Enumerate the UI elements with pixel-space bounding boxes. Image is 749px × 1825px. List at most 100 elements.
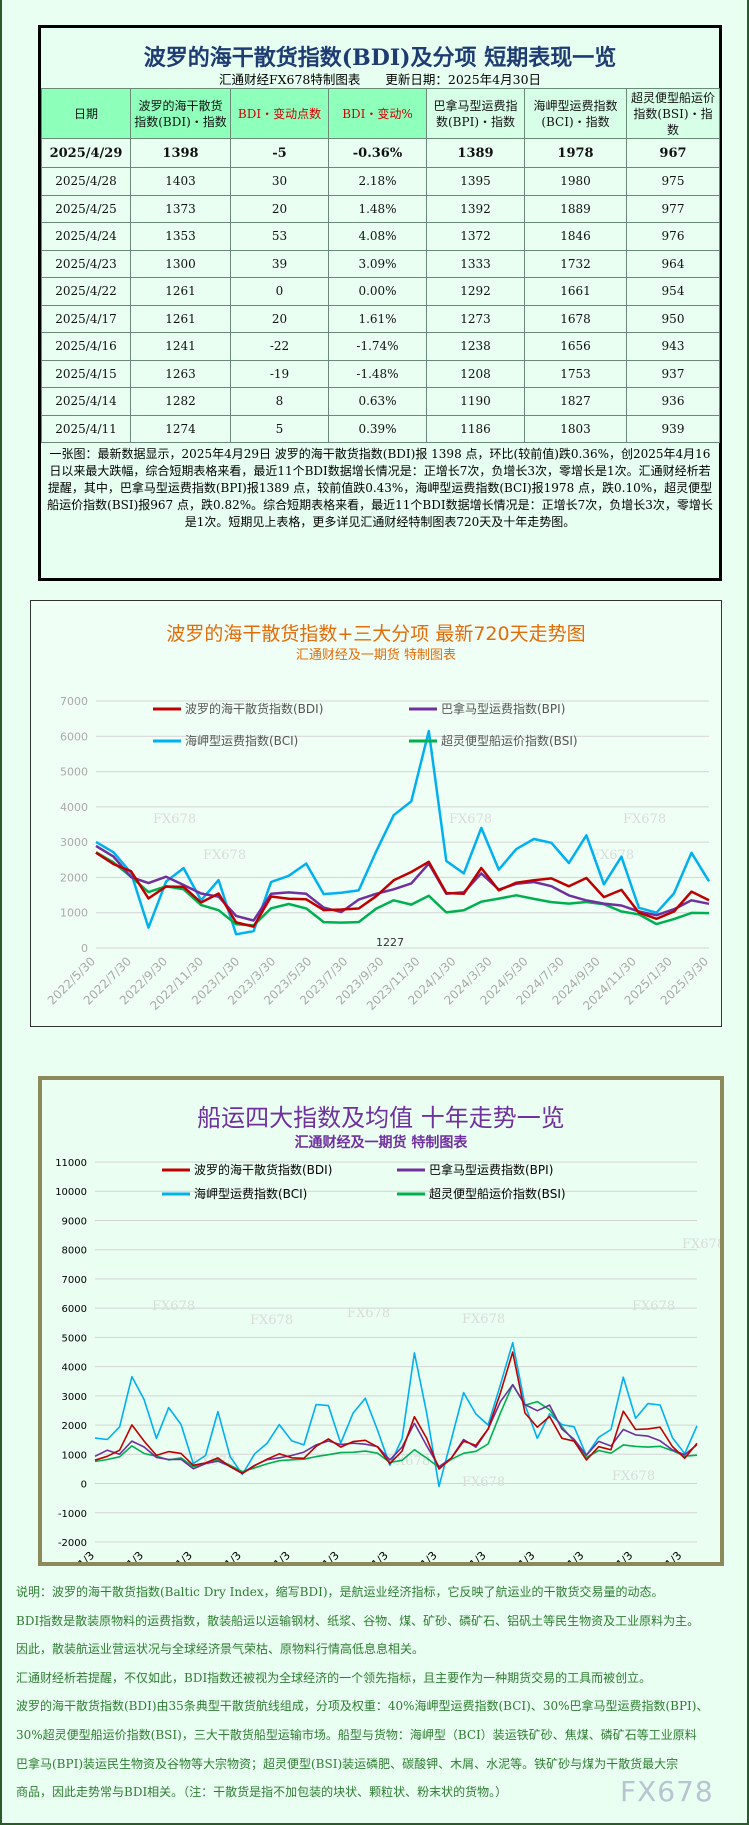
table-cell: 2025/4/11 [41, 414, 131, 443]
header-date: 日期 [41, 88, 131, 139]
y-tick-label: 6000 [60, 730, 88, 743]
fx678-watermark: FX678 [612, 1469, 655, 1484]
table-cell: 1300 [130, 249, 231, 278]
fx678-watermark-logo: FX678 [620, 1775, 714, 1808]
legend-label-bpi: 巴拿马型运费指数(BPI) [441, 701, 565, 716]
table-cell: 943 [626, 332, 720, 361]
header-bci: 海岬型运费指数(BCI)・指数 [524, 88, 627, 139]
table-cell: 977 [626, 194, 720, 223]
y-tick-label: 3000 [60, 836, 88, 849]
short-term-table-panel: 波罗的海干散货指数(BDI)及分项 短期表现一览 汇通财经FX678特制图表 更… [38, 25, 722, 581]
series-line-bci [94, 1341, 698, 1488]
table-cell: 1889 [524, 194, 627, 223]
series-line-bsi [94, 1383, 698, 1473]
y-tick-label: -2000 [58, 1538, 87, 1549]
legend-label-bsi: 超灵便型船运价指数(BSI) [441, 733, 578, 748]
table-cell: 1.48% [328, 194, 427, 223]
x-tick-label: 2019/1/3 [347, 1549, 391, 1562]
table-cell: 1980 [524, 167, 627, 196]
legend-label-bdi: 波罗的海干散货指数(BDI) [194, 1162, 332, 1177]
fx678-watermark: FX678 [632, 1299, 675, 1314]
table-cell: 4.08% [328, 222, 427, 251]
table-title: 波罗的海干散货指数(BDI)及分项 短期表现一览 [143, 45, 617, 71]
x-tick-label: 2025/1/3 [640, 1549, 684, 1562]
table-cell: 1732 [524, 249, 627, 278]
table-cell: 975 [626, 167, 720, 196]
y-tick-label: 2000 [60, 871, 88, 884]
table-cell: 53 [230, 222, 329, 251]
x-tick-label: 2024/1/3 [591, 1549, 635, 1562]
description-line: 波罗的海干散货指数(BDI)由35条典型干散货航线组成，分项及权重：40%海岬型… [16, 1699, 709, 1714]
table-cell: 20 [230, 304, 329, 333]
table-cell: -22 [230, 332, 329, 361]
table-cell: 954 [626, 277, 720, 306]
table-cell: 2025/4/25 [41, 194, 131, 223]
table-cell: 30 [230, 167, 329, 196]
y-tick-label: 8000 [62, 1246, 87, 1257]
data-label: 1227 [376, 936, 404, 949]
fx678-watermark: FX678 [387, 1454, 430, 1469]
y-tick-label: 4000 [60, 801, 88, 814]
table-row: 2025/4/15 1263 -19 -1.48% 1208 1753 937 [41, 359, 720, 388]
table-cell: 967 [626, 138, 720, 168]
y-tick-label: 11000 [55, 1158, 87, 1169]
fx678-watermark: FX678 [152, 1299, 195, 1314]
series-line-bdi [94, 1351, 698, 1475]
series-line-bsi [95, 851, 710, 927]
description: 说明：波罗的海干散货指数(Baltic Dry Index，缩写BDI)，是航运… [16, 1578, 741, 1807]
legend-label-bdi: 波罗的海干散货指数(BDI) [185, 701, 323, 716]
fx678-watermark: FX678 [462, 1312, 505, 1327]
chart1-title: 波罗的海干散货指数+三大分项 最新720天走势图 [166, 623, 586, 645]
table-cell: 3.09% [328, 249, 427, 278]
table-cell: 1282 [130, 387, 231, 416]
table-cell: 1238 [426, 332, 525, 361]
y-tick-label: 6000 [62, 1304, 87, 1315]
summary-note: 一张图：最新数据显示，2025年4月29日 波罗的海干散货指数(BDI)报 13… [47, 447, 713, 529]
y-tick-label: 7000 [60, 695, 88, 708]
header-bpi: 巴拿马型运费指数(BPI)・指数 [426, 88, 525, 139]
table-cell: 1372 [426, 222, 525, 251]
table-row: 2025/4/29 1398 -5 -0.36% 1389 1978 967 [41, 138, 720, 168]
table-cell: 1978 [524, 138, 627, 168]
chart1-plot: 010002000300040005000600070002022/5/3020… [45, 695, 711, 1013]
header-bsi: 超灵便型船运价指数(BSI)・指数 [626, 88, 720, 139]
table-cell: 1263 [130, 359, 231, 388]
chart-ten-year: 船运四大指数及均值 十年走势一览 汇通财经及一期货 特制图表 -2000 -100… [38, 1076, 724, 1566]
table-cell: 937 [626, 359, 720, 388]
table-cell: 950 [626, 304, 720, 333]
table-cell: 2025/4/16 [41, 332, 131, 361]
chart1-subtitle: 汇通财经及一期货 特制图表 [295, 648, 457, 663]
table-cell: 1846 [524, 222, 627, 251]
x-tick-label: 2015/1/3 [151, 1549, 195, 1562]
chart2-plot: -2000 -1000 0 1000 2000 3000 4000 5000 6000 7000 8… [53, 1158, 720, 1562]
table-cell: -0.36% [328, 138, 427, 168]
chart2-subtitle: 汇通财经及一期货 特制图表 [294, 1135, 468, 1151]
bdi-table: 日期 波罗的海干散货指数(BDI)・指数 BDI・变动点数 BDI・变动% 巴拿… [41, 88, 720, 443]
description-line: 说明：波罗的海干散货指数(Baltic Dry Index，缩写BDI)，是航运… [16, 1585, 664, 1599]
description-line: 30%超灵便型船运价指数(BSI)，三大干散货船型运输市场。船型与货物：海岬型（… [16, 1727, 697, 1742]
y-tick-label: -1000 [58, 1509, 87, 1520]
y-tick-label: 3000 [62, 1392, 87, 1403]
y-tick-label: 9000 [62, 1216, 87, 1227]
table-cell: 1398 [130, 138, 231, 168]
description-line: 因此，散装航运业营运状况与全球经济景气荣枯、原物料行情高低息息相关。 [16, 1642, 425, 1657]
table-cell: 1273 [426, 304, 525, 333]
table-cell: 1190 [426, 387, 525, 416]
table-cell: 1661 [524, 277, 627, 306]
table-cell: 976 [626, 222, 720, 251]
table-cell: 2.18% [328, 167, 427, 196]
table-cell: 39 [230, 249, 329, 278]
fx678-watermark: FX678 [153, 812, 196, 827]
table-cell: -5 [230, 138, 329, 168]
table-cell: 2025/4/17 [41, 304, 131, 333]
table-cell: 1753 [524, 359, 627, 388]
fx678-watermark: FX678 [623, 812, 666, 827]
table-cell: 1274 [130, 414, 231, 443]
table-row: 2025/4/23 1300 39 3.09% 1333 1732 964 [41, 249, 720, 278]
legend-label-bci: 海岬型运费指数(BCI) [185, 733, 298, 748]
y-tick-label: 0 [81, 942, 88, 955]
table-row: 2025/4/25 1373 20 1.48% 1392 1889 977 [41, 194, 720, 223]
y-tick-label: 0 [81, 1480, 87, 1491]
table-cell: 1.61% [328, 304, 427, 333]
y-tick-label: 4000 [62, 1363, 87, 1374]
